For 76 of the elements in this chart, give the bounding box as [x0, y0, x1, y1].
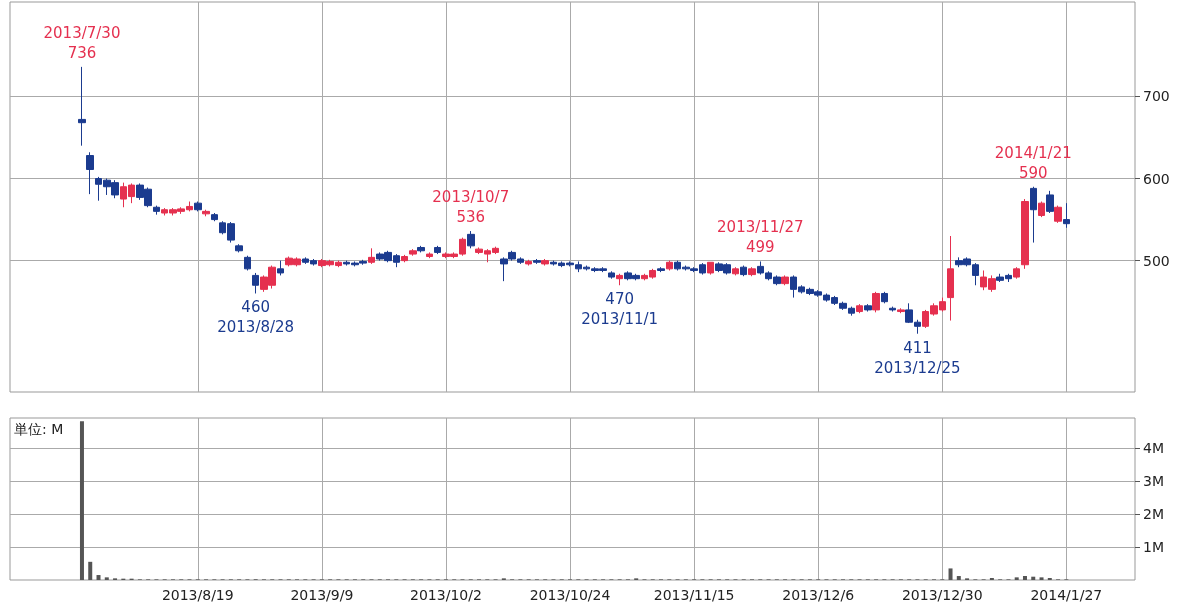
- candlestick: [881, 291, 888, 304]
- candlestick: [864, 303, 872, 313]
- bar: [1022, 576, 1027, 580]
- candlestick: [781, 274, 789, 286]
- candlestick: [244, 255, 251, 271]
- x-tick-label: 2013/10/2: [410, 587, 482, 603]
- candlestick: [707, 261, 714, 276]
- x-tick-label: 2013/10/24: [529, 587, 611, 603]
- bar: [1031, 576, 1036, 580]
- candlestick: [897, 307, 905, 314]
- candlestick: [525, 259, 532, 267]
- candlestick: [401, 254, 408, 263]
- bar: [96, 575, 101, 580]
- x-tick-label: 2013/12/30: [901, 587, 983, 603]
- x-tick-label: 2013/11/15: [653, 587, 735, 603]
- candlestick: [153, 205, 160, 216]
- y-tick-label: 2M: [1143, 505, 1164, 522]
- y-tick-label: 600: [1143, 170, 1170, 187]
- candlestick: [1046, 190, 1054, 214]
- annotation: 2013/7/30 736: [43, 23, 121, 62]
- candlestick: [533, 258, 541, 265]
- candlestick: [78, 66, 86, 147]
- candlestick: [426, 251, 433, 259]
- x-tick-label: 2013/12/6: [782, 587, 855, 603]
- annotation: 2014/1/21 590: [994, 143, 1072, 182]
- candlestick: [1054, 205, 1062, 224]
- y-tick-label: 700: [1143, 88, 1170, 105]
- candlestick: [1038, 201, 1045, 218]
- text: 単位: M: [14, 421, 64, 437]
- y-tick-label: 1M: [1143, 538, 1164, 555]
- bar: [1014, 577, 1019, 580]
- candlestick: [666, 260, 673, 271]
- candlestick: [277, 260, 284, 276]
- y-tick-label: 3M: [1143, 472, 1164, 489]
- annotation: 2013/11/27 499: [717, 218, 804, 257]
- candlestick: [740, 265, 747, 277]
- candlestick: [748, 266, 756, 277]
- candlestick: [368, 247, 375, 265]
- candlestick: [947, 235, 954, 322]
- x-tick-label: 2013/8/19: [161, 587, 234, 603]
- annotation: 2013/10/7 536: [432, 188, 510, 227]
- candlestick: [732, 266, 739, 276]
- candlestick: [1021, 198, 1029, 270]
- candlestick: [467, 230, 475, 249]
- candlestick: [252, 272, 259, 294]
- candlestick: [657, 266, 665, 273]
- candlestick: [211, 212, 218, 222]
- candlestick: [889, 306, 896, 313]
- candlestick: [417, 245, 425, 253]
- bar: [104, 577, 109, 580]
- candlestick: [1063, 202, 1070, 229]
- bar: [79, 421, 84, 580]
- candlestick: [434, 245, 441, 255]
- candlestick: [608, 270, 615, 280]
- bar: [948, 568, 953, 580]
- x-tick-label: 2014/1/27: [1030, 587, 1103, 603]
- candlestick: [856, 303, 863, 314]
- x-tick-label: 2013/9/9: [290, 587, 354, 603]
- annotation: 470 2013/11/1: [581, 290, 659, 329]
- candlestick: [616, 273, 623, 286]
- candlestick: [235, 243, 243, 253]
- y-tick-label: 4M: [1143, 439, 1164, 456]
- candlestick: [541, 258, 549, 267]
- candlestick: [1013, 266, 1020, 280]
- y-tick-label: 500: [1143, 252, 1170, 269]
- candlestick: [194, 201, 202, 212]
- candlestick: [1030, 186, 1037, 244]
- bar: [1039, 577, 1044, 580]
- annotation: 411 2013/12/25: [874, 338, 961, 377]
- candlestick: [409, 248, 417, 257]
- candlestick: [872, 291, 880, 313]
- candlestick: [86, 151, 94, 195]
- annotation: 460 2013/8/28: [217, 298, 295, 337]
- bar: [88, 561, 93, 580]
- candlestick: [202, 209, 210, 217]
- bar: [956, 576, 961, 580]
